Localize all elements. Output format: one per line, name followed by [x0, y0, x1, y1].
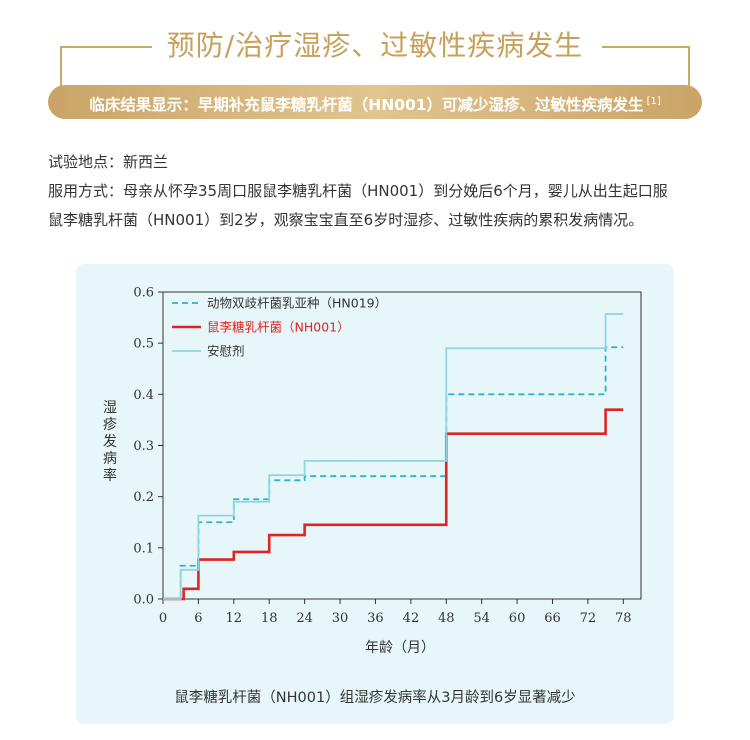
title-decor-right-line [602, 46, 690, 48]
dosing-method-line2: 鼠李糖乳杆菌（HN001）到2岁，观察宝宝直至6岁时湿疹、过敏性疾病的累积发病情… [48, 211, 644, 229]
y-tick-label: 0.0 [133, 593, 154, 608]
y-tick-label: 0.4 [133, 388, 154, 403]
y-tick-label: 0.6 [133, 286, 154, 301]
x-tick-label: 78 [615, 611, 632, 626]
x-tick-label: 60 [509, 611, 526, 626]
series-line-3 [163, 313, 624, 600]
legend-label-3: 安慰剂 [207, 344, 245, 359]
legend-label-2: 鼠李糖乳杆菌（NH001） [207, 320, 350, 335]
title-decor-left-line [60, 46, 152, 48]
trial-location: 试验地点：新西兰 [48, 153, 169, 171]
dosing-method-line1: 服用方式：母亲从怀孕35周口服鼠李糖乳杆菌（HN001）到分娩后6个月，婴儿从出… [48, 182, 668, 200]
y-axis-label-char: 疹 [103, 417, 117, 433]
chart-panel [76, 264, 674, 724]
x-tick-label: 24 [296, 611, 313, 626]
x-axis-label: 年龄（月） [365, 640, 435, 656]
y-tick-label: 0.3 [133, 439, 154, 454]
y-axis-label-char: 率 [103, 467, 117, 484]
y-tick-label: 0.1 [133, 541, 154, 556]
x-tick-label: 6 [194, 611, 202, 626]
chart-series [163, 313, 624, 601]
banner-text-wrap: 临床结果显示：早期补充鼠李糖乳杆菌（HN001）可减少湿疹、过敏性疾病发生 [1] [48, 85, 702, 119]
header: 预防/治疗湿疹、过敏性疾病发生 [0, 0, 750, 86]
y-tick-label: 0.2 [133, 490, 154, 505]
x-tick-label: 42 [403, 611, 420, 626]
legend-label-1: 动物双歧杆菌乳亚种（HN019） [207, 296, 387, 311]
x-tick-label: 66 [544, 611, 561, 626]
title-decor-right-tick [688, 46, 690, 86]
series-line-2 [163, 408, 624, 601]
x-tick-label: 48 [438, 611, 455, 626]
banner-text: 临床结果显示：早期补充鼠李糖乳杆菌（HN001）可减少湿疹、过敏性疾病发生 [89, 96, 644, 114]
page-title: 预防/治疗湿疹、过敏性疾病发生 [166, 29, 584, 62]
x-tick-label: 12 [226, 611, 243, 626]
result-banner: 临床结果显示：早期补充鼠李糖乳杆菌（HN001）可减少湿疹、过敏性疾病发生 [1] [48, 85, 702, 119]
x-tick-label: 54 [473, 611, 490, 626]
chart-axes: 0 6 12 18 24 30 36 42 48 54 60 66 72 78 0.0 0.1 0.2 0.3 0.… [133, 286, 642, 626]
x-tick-label: 0 [159, 611, 167, 626]
title-decor-left-tick [60, 46, 62, 86]
x-tick-label: 18 [261, 611, 278, 626]
y-axis-label-char: 病 [103, 451, 117, 467]
series-line-1 [163, 346, 624, 600]
x-tick-label: 30 [332, 611, 349, 626]
x-tick-label: 72 [580, 611, 597, 626]
y-axis-label-char: 发 [103, 434, 117, 450]
chart-caption: 鼠李糖乳杆菌（NH001）组湿疹发病率从3月龄到6岁显著减少 [174, 690, 576, 706]
chart-legend: 动物双歧杆菌乳亚种（HN019） 鼠李糖乳杆菌（NH001） 安慰剂 [172, 296, 387, 359]
y-axis-label: 湿疹发病率 [103, 400, 117, 484]
y-axis-label-char: 湿 [103, 400, 117, 416]
y-tick-label: 0.5 [133, 337, 154, 352]
banner-reference: [1] [646, 96, 661, 107]
x-tick-label: 36 [367, 611, 384, 626]
